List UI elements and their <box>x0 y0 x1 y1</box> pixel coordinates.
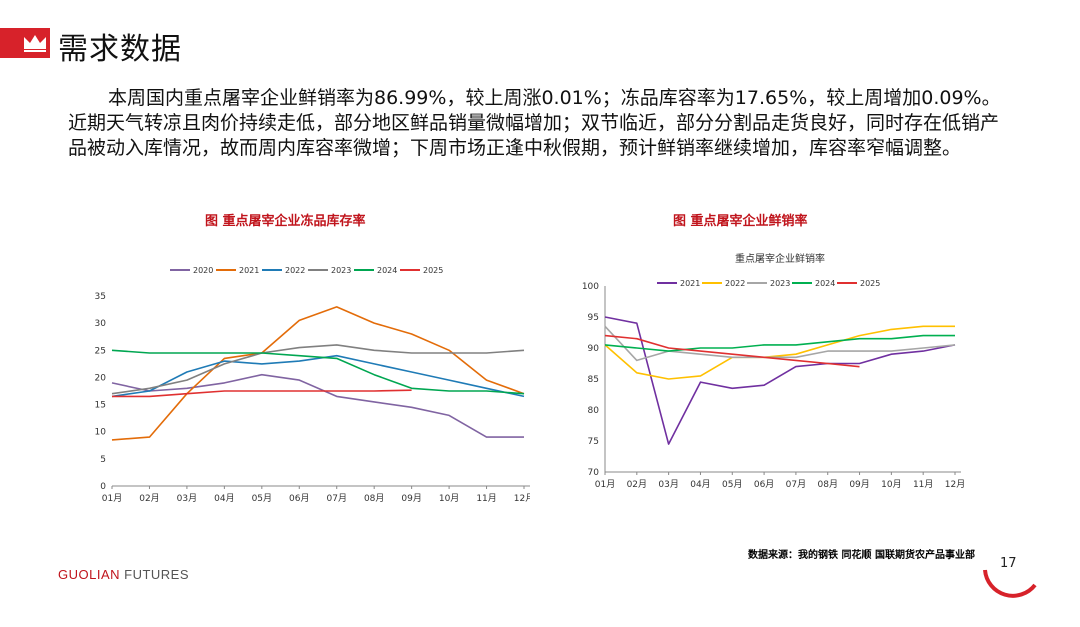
summary-paragraph: 本周国内重点屠宰企业鲜销率为86.99%，较上周涨0.01%；冻品库容率为17.… <box>68 87 1001 159</box>
x-tick-label: 09月 <box>401 493 421 504</box>
x-tick-label: 04月 <box>214 493 234 504</box>
series-line-2025 <box>112 389 412 398</box>
series-line-2021 <box>604 316 956 445</box>
x-tick-label: 01月 <box>102 493 122 504</box>
series-line-2024 <box>604 334 955 352</box>
legend-label-2022: 2022 <box>285 266 305 275</box>
page-swoosh-icon <box>983 569 1037 598</box>
x-tick-label: 08月 <box>364 493 384 504</box>
x-tick-label: 07月 <box>786 479 806 490</box>
y-tick-label: 20 <box>95 373 107 383</box>
crown-icon <box>24 35 46 52</box>
series-line-2022 <box>111 354 525 398</box>
x-tick-label: 02月 <box>627 479 647 490</box>
legend-label-2020: 2020 <box>193 266 213 275</box>
y-tick-label: 85 <box>588 375 599 385</box>
y-tick-label: 95 <box>588 313 599 323</box>
x-tick-label: 03月 <box>658 479 678 490</box>
series-line-2022 <box>604 325 955 380</box>
series-line-2020 <box>111 373 524 438</box>
series-line-2023 <box>111 344 525 395</box>
x-tick-label: 06月 <box>754 479 774 490</box>
legend-label-2023: 2023 <box>331 266 351 275</box>
x-tick-label: 05月 <box>722 479 742 490</box>
series-line-2021 <box>111 306 525 441</box>
x-tick-label: 03月 <box>177 493 197 504</box>
y-tick-label: 5 <box>100 455 106 465</box>
legend-label-2021: 2021 <box>680 279 700 288</box>
x-tick-label: 11月 <box>913 479 933 490</box>
y-tick-label: 75 <box>588 437 599 447</box>
left-chart-title: 图 重点屠宰企业冻品库存率 <box>205 214 366 229</box>
x-tick-label: 02月 <box>139 493 159 504</box>
y-tick-label: 30 <box>95 319 107 329</box>
y-tick-label: 90 <box>588 344 600 354</box>
y-tick-label: 0 <box>100 482 106 492</box>
x-tick-label: 06月 <box>289 493 309 504</box>
data-source: 数据来源：我的钢铁 同花顺 国联期货农产品事业部 <box>748 550 975 561</box>
y-tick-label: 35 <box>95 292 106 302</box>
brand-main: GUOLIAN <box>58 567 121 582</box>
legend-label-2023: 2023 <box>770 279 790 288</box>
legend-label-2021: 2021 <box>239 266 259 275</box>
x-tick-label: 12月 <box>514 493 530 504</box>
x-tick-label: 08月 <box>818 479 838 490</box>
page-title: 需求数据 <box>58 32 182 67</box>
x-tick-label: 09月 <box>849 479 869 490</box>
legend-label-2022: 2022 <box>725 279 745 288</box>
page-number: 17 <box>1000 556 1017 571</box>
legend-label-2024: 2024 <box>815 279 835 288</box>
series-line-2024 <box>111 349 525 395</box>
fresh-sales-rate-chart: 重点屠宰企业鲜销率 2021 2022 2023 2024 2025 70 75 80 85 90 9… <box>582 252 965 490</box>
x-tick-label: 07月 <box>327 493 347 504</box>
series-line-2023 <box>604 325 956 362</box>
x-tick-label: 04月 <box>690 479 710 490</box>
legend-label-2025: 2025 <box>860 279 880 288</box>
y-tick-label: 70 <box>588 468 600 478</box>
x-tick-label: 05月 <box>252 493 272 504</box>
x-tick-label: 01月 <box>595 479 615 490</box>
y-tick-label: 100 <box>582 282 599 292</box>
legend-label-2024: 2024 <box>377 266 397 275</box>
y-tick-label: 80 <box>588 406 600 416</box>
frozen-storage-rate-chart: 2020 2021 2022 2023 2024 20250510152025303501… <box>95 266 530 504</box>
x-tick-label: 11月 <box>476 493 496 504</box>
chart-subtitle: 重点屠宰企业鲜销率 <box>735 252 825 265</box>
x-tick-label: 10月 <box>439 493 459 504</box>
legend-label-2025: 2025 <box>423 266 443 275</box>
brand-sub: FUTURES <box>120 567 190 582</box>
y-tick-label: 10 <box>95 428 107 438</box>
x-tick-label: 12月 <box>945 479 965 490</box>
x-tick-label: 10月 <box>881 479 901 490</box>
series-line-2025 <box>604 334 860 368</box>
brand-logo: GUOLIAN FUTURES <box>58 567 189 582</box>
y-tick-label: 25 <box>95 346 106 356</box>
right-chart-title: 图 重点屠宰企业鲜销率 <box>673 214 808 229</box>
y-tick-label: 15 <box>95 401 106 411</box>
